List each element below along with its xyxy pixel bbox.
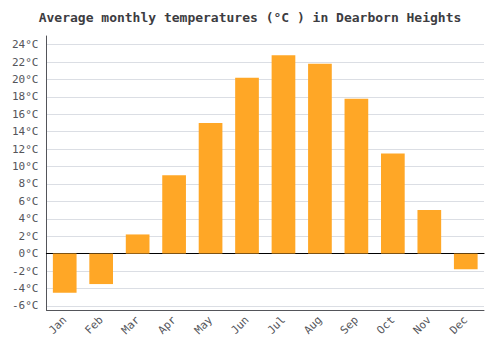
svg-text:6°C: 6°C	[19, 195, 39, 208]
svg-text:-2°C: -2°C	[12, 265, 39, 278]
svg-text:Average monthly temperatures (: Average monthly temperatures (°C ) in De…	[39, 10, 462, 25]
svg-text:Jul: Jul	[265, 314, 288, 337]
svg-text:18°C: 18°C	[12, 90, 39, 103]
svg-text:2°C: 2°C	[19, 230, 39, 243]
svg-text:20°C: 20°C	[12, 73, 39, 86]
svg-text:24°C: 24°C	[12, 38, 39, 51]
svg-text:May: May	[192, 313, 215, 336]
svg-text:Feb: Feb	[83, 314, 106, 337]
svg-text:22°C: 22°C	[12, 56, 39, 69]
svg-text:-4°C: -4°C	[12, 282, 39, 295]
svg-text:-6°C: -6°C	[12, 299, 39, 312]
svg-text:Dec: Dec	[447, 314, 470, 337]
svg-text:Apr: Apr	[155, 313, 178, 336]
svg-text:Sep: Sep	[338, 314, 361, 337]
svg-text:10°C: 10°C	[12, 160, 39, 173]
svg-text:0°C: 0°C	[19, 247, 39, 260]
svg-text:8°C: 8°C	[19, 177, 39, 190]
svg-text:Jan: Jan	[46, 314, 69, 337]
svg-text:Jun: Jun	[228, 314, 251, 337]
svg-text:Nov: Nov	[411, 313, 434, 336]
svg-text:Mar: Mar	[119, 313, 142, 336]
svg-text:14°C: 14°C	[12, 125, 39, 138]
svg-text:12°C: 12°C	[12, 143, 39, 156]
svg-text:16°C: 16°C	[12, 108, 39, 121]
svg-text:Oct: Oct	[374, 314, 397, 337]
svg-text:Aug: Aug	[301, 314, 324, 337]
svg-text:4°C: 4°C	[19, 212, 39, 225]
